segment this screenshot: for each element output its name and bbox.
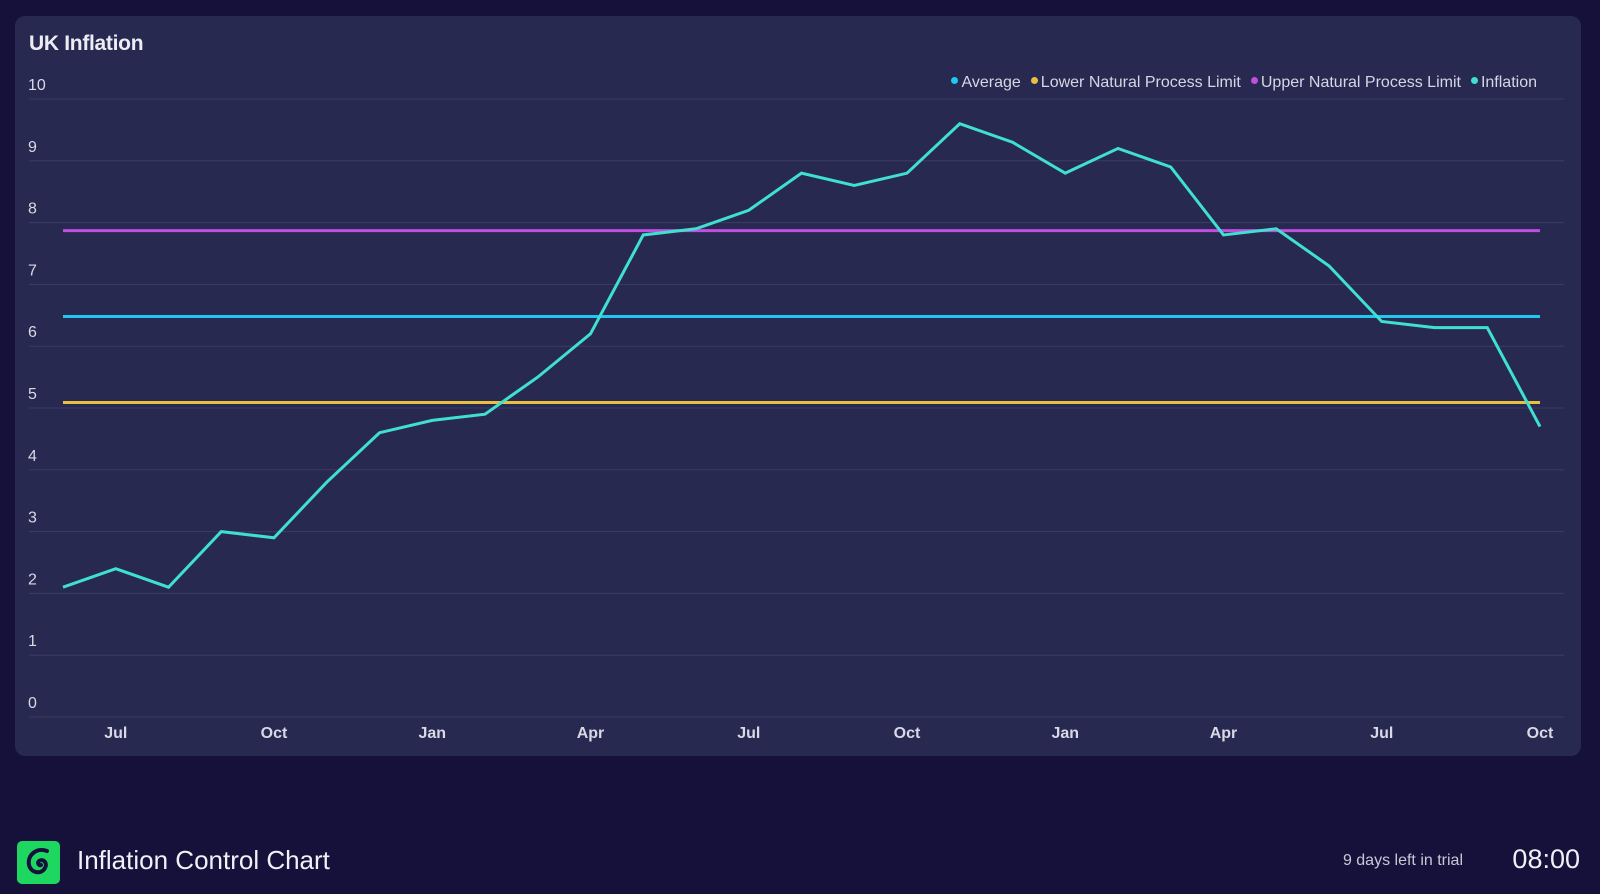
series-line-inflation [62, 122, 1542, 589]
legend: Average Lower Natural Process Limit Upper … [951, 74, 1537, 92]
y-tick-label: 9 [28, 139, 37, 156]
y-tick-label: 4 [28, 448, 37, 465]
legend-dot-icon [1250, 76, 1258, 84]
chart-title: UK Inflation [29, 32, 144, 55]
x-tick-label: Jan [418, 725, 446, 742]
legend-dot-icon [1030, 76, 1038, 84]
legend-item-lower-natural-process-limit[interactable]: Lower Natural Process Limit [1030, 74, 1241, 92]
legend-label: Average [961, 74, 1021, 91]
x-tick-label: Apr [577, 725, 605, 742]
clock: 08:00 [1512, 844, 1580, 874]
x-tick-label: Jul [737, 725, 760, 742]
legend-label: Upper Natural Process Limit [1260, 74, 1461, 91]
app-title: Inflation Control Chart [77, 845, 330, 875]
x-tick-label: Jul [104, 725, 127, 742]
x-tick-label: Oct [894, 725, 921, 742]
x-tick-label: Oct [261, 725, 288, 742]
x-tick-label: Apr [1210, 725, 1238, 742]
legend-item-average[interactable]: Average [951, 74, 1021, 92]
legend-label: Lower Natural Process Limit [1040, 74, 1241, 91]
legend-item-inflation[interactable]: Inflation [1470, 74, 1537, 92]
legend-item-upper-natural-process-limit[interactable]: Upper Natural Process Limit [1250, 74, 1461, 92]
legend-dot-icon [951, 76, 959, 84]
y-tick-label: 7 [28, 262, 37, 279]
y-tick-label: 0 [28, 695, 37, 712]
y-tick-label: 8 [28, 201, 37, 218]
legend-label: Inflation [1480, 74, 1537, 91]
y-tick-label: 3 [28, 510, 37, 527]
y-tick-label: 6 [28, 324, 37, 341]
x-tick-label: Jan [1051, 725, 1079, 742]
app-logo-icon [17, 841, 60, 884]
legend-dot-icon [1470, 76, 1478, 84]
y-tick-label: 2 [28, 571, 37, 588]
chart-card: UK Inflation Average Lower Natural Proces… [15, 16, 1581, 756]
y-tick-label: 1 [28, 633, 37, 650]
x-tick-label: Oct [1527, 725, 1554, 742]
trial-status[interactable]: 9 days left in trial [1342, 852, 1463, 869]
y-tick-label: 5 [28, 386, 37, 403]
y-tick-label: 10 [28, 77, 46, 94]
x-tick-label: Jul [1370, 725, 1393, 742]
